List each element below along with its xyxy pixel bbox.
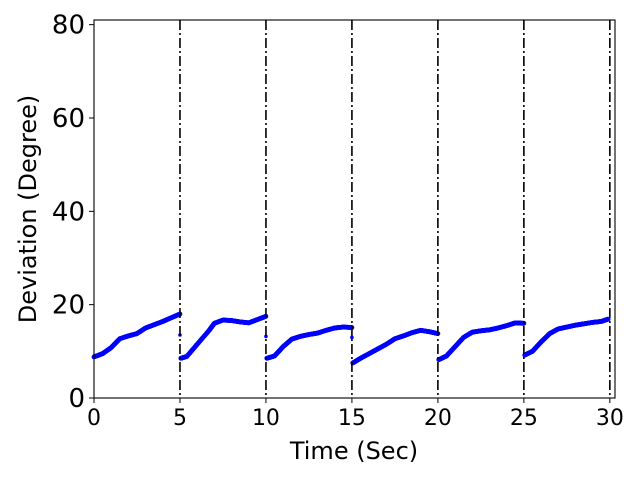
data-point: [521, 320, 527, 326]
series-segment-4: [436, 320, 527, 363]
x-tick-label: 15: [338, 406, 366, 431]
y-tick-label: 80: [52, 11, 85, 41]
x-tick-label: 30: [596, 406, 624, 431]
series-segment-3: [350, 327, 441, 366]
y-tick-label: 0: [68, 384, 85, 414]
x-tick-label: 10: [252, 406, 280, 431]
y-tick-label: 60: [52, 104, 85, 134]
series-segment-1: [178, 313, 269, 361]
y-axis-label: Deviation (Degree): [14, 95, 42, 324]
x-tick-label: 20: [424, 406, 452, 431]
y-tick-label: 40: [52, 197, 85, 227]
plot-frame: [93, 19, 616, 399]
x-axis-label: Time (Sec): [289, 437, 418, 465]
y-tick-label: 20: [52, 291, 85, 321]
series-segment-2: [264, 324, 355, 361]
x-tick-label: 5: [173, 406, 187, 431]
x-tick-label: 25: [510, 406, 538, 431]
series-segment-5: [522, 316, 611, 358]
data-point-outlier: [264, 334, 268, 339]
data-point-outlier: [350, 335, 354, 340]
x-tick-label: 0: [87, 406, 101, 431]
series-segment-0: [91, 311, 183, 360]
plot-area: [94, 20, 615, 398]
